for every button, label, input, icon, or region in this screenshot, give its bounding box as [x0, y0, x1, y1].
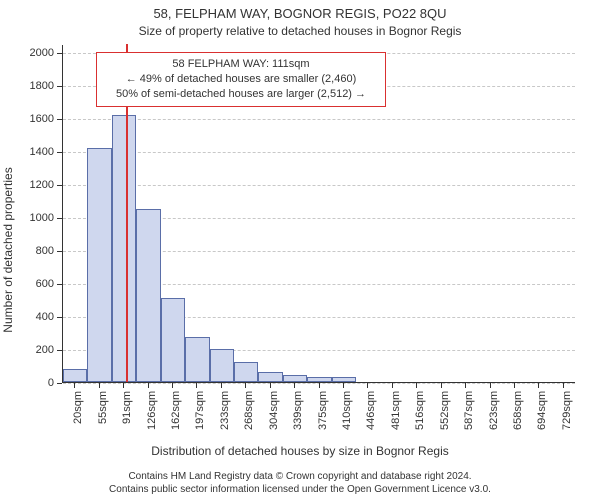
footer-line-2: Contains public sector information licen… — [0, 484, 600, 497]
xtick-mark — [172, 383, 173, 388]
histogram-bar — [161, 298, 185, 382]
xtick-mark — [367, 383, 368, 388]
histogram-bar — [136, 209, 160, 382]
footer-attribution: Contains HM Land Registry data © Crown c… — [0, 471, 600, 496]
xtick-mark — [319, 383, 320, 388]
x-axis-label: Distribution of detached houses by size … — [0, 444, 600, 458]
annotation-line-2: ← 49% of detached houses are smaller (2,… — [105, 72, 377, 87]
xtick-mark — [514, 383, 515, 388]
histogram-bar — [307, 377, 331, 382]
ytick-label: 1400 — [30, 146, 54, 158]
xtick-mark — [148, 383, 149, 388]
ytick-mark — [57, 284, 62, 285]
xtick-mark — [538, 383, 539, 388]
xtick-mark — [392, 383, 393, 388]
annotation-line-3: 50% of semi-detached houses are larger (… — [105, 87, 377, 102]
histogram-bar — [210, 349, 234, 382]
ytick-label: 0 — [48, 377, 54, 389]
ytick-label: 1600 — [30, 113, 54, 125]
ytick-label: 1800 — [30, 80, 54, 92]
xtick-mark — [99, 383, 100, 388]
histogram-bar — [234, 362, 258, 382]
xtick-mark — [245, 383, 246, 388]
histogram-bar — [332, 377, 356, 382]
ytick-label: 1200 — [30, 179, 54, 191]
ytick-label: 200 — [36, 344, 54, 356]
xtick-mark — [74, 383, 75, 388]
xtick-mark — [270, 383, 271, 388]
ytick-mark — [57, 218, 62, 219]
histogram-bar — [63, 369, 87, 382]
ytick-label: 400 — [36, 311, 54, 323]
ytick-mark — [57, 383, 62, 384]
ytick-mark — [57, 152, 62, 153]
ytick-mark — [57, 185, 62, 186]
histogram-chart: 58, FELPHAM WAY, BOGNOR REGIS, PO22 8QU … — [0, 0, 600, 500]
xtick-mark — [416, 383, 417, 388]
xtick-mark — [490, 383, 491, 388]
xtick-mark — [294, 383, 295, 388]
ytick-mark — [57, 350, 62, 351]
xtick-mark — [123, 383, 124, 388]
footer-line-1: Contains HM Land Registry data © Crown c… — [0, 471, 600, 484]
xtick-mark — [221, 383, 222, 388]
ytick-mark — [57, 251, 62, 252]
xtick-mark — [196, 383, 197, 388]
xtick-mark — [441, 383, 442, 388]
histogram-bar — [112, 115, 136, 382]
chart-title: 58, FELPHAM WAY, BOGNOR REGIS, PO22 8QU — [0, 6, 600, 21]
ytick-label: 2000 — [30, 47, 54, 59]
histogram-bar — [87, 148, 111, 382]
chart-subtitle: Size of property relative to detached ho… — [0, 24, 600, 38]
histogram-bar — [258, 372, 282, 382]
ytick-label: 1000 — [30, 212, 54, 224]
xtick-label: 729sqm — [561, 391, 600, 430]
gridline — [63, 185, 575, 186]
ytick-mark — [57, 317, 62, 318]
histogram-bar — [185, 337, 209, 382]
ytick-label: 800 — [36, 245, 54, 257]
ytick-mark — [57, 53, 62, 54]
xtick-mark — [563, 383, 564, 388]
gridline — [63, 119, 575, 120]
gridline — [63, 152, 575, 153]
ytick-label: 600 — [36, 278, 54, 290]
ytick-mark — [57, 119, 62, 120]
xtick-mark — [465, 383, 466, 388]
y-axis-label: Number of detached properties — [1, 167, 15, 332]
annotation-box: 58 FELPHAM WAY: 111sqm ← 49% of detached… — [96, 52, 386, 107]
histogram-bar — [283, 375, 307, 382]
ytick-mark — [57, 86, 62, 87]
annotation-line-1: 58 FELPHAM WAY: 111sqm — [105, 57, 377, 72]
xtick-mark — [343, 383, 344, 388]
